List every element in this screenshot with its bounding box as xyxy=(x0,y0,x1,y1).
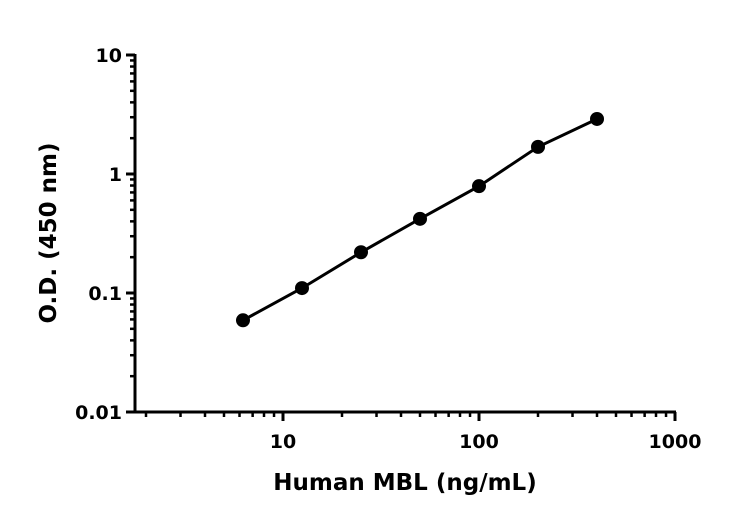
data-point xyxy=(531,139,546,154)
y-tick-label: 10 xyxy=(96,45,122,67)
x-tick-label: 100 xyxy=(459,431,499,453)
y-tick-label: 1 xyxy=(109,164,122,186)
data-point xyxy=(235,313,250,328)
data-point xyxy=(353,245,368,260)
x-tick-label: 10 xyxy=(270,431,296,453)
y-tick-label: 0.1 xyxy=(88,283,122,305)
data-point xyxy=(412,211,427,226)
y-axis-label: O.D. (450 nm) xyxy=(36,142,62,323)
x-axis-label: Human MBL (ng/mL) xyxy=(273,470,536,496)
data-point xyxy=(472,179,486,194)
data-series xyxy=(235,111,605,328)
axes: 10 100 1000 0.01 0.1 1 10 xyxy=(75,45,701,453)
y-tick-label: 0.01 xyxy=(75,402,122,424)
data-point xyxy=(590,111,605,126)
data-point xyxy=(294,281,309,296)
x-tick-label: 1000 xyxy=(649,431,702,453)
